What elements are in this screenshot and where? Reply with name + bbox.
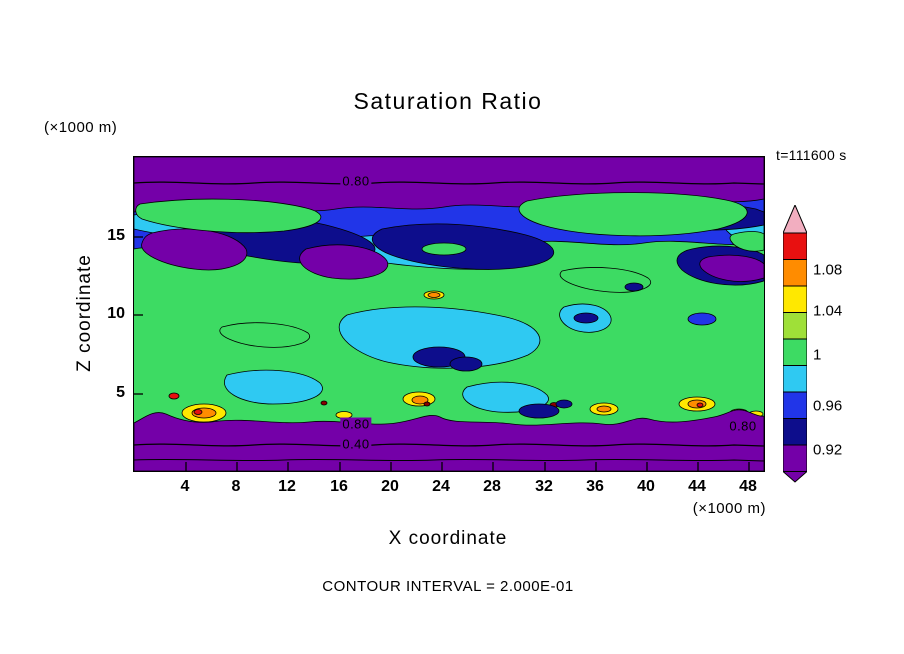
green-island-right-edge xyxy=(729,231,764,252)
x-tick-label: 40 xyxy=(637,478,655,495)
supersaturation-core xyxy=(423,401,431,407)
x-tick-labels: 4 8 12 16 20 24 28 32 36 40 44 48 xyxy=(133,478,763,500)
x-tick-label: 12 xyxy=(278,478,296,495)
blue-spot xyxy=(687,312,717,326)
green-island-top-left xyxy=(135,198,322,234)
purple-patch-left xyxy=(141,228,248,271)
colorbar-tick-label: 0.92 xyxy=(813,441,843,459)
y-axis-unit: (×1000 m) xyxy=(44,119,118,136)
navy-spot xyxy=(518,403,560,419)
purple-patch-mid xyxy=(299,244,389,280)
x-tick-label: 48 xyxy=(739,478,757,495)
x-axis-unit: (×1000 m) xyxy=(692,500,766,517)
cyan-lake-center xyxy=(338,306,541,369)
plot-area: 0.80 0.80 0.40 0.80 xyxy=(133,156,765,472)
contour-line-label: 0.80 xyxy=(340,173,372,190)
x-axis-title: X coordinate xyxy=(388,528,508,549)
navy-core xyxy=(573,312,599,324)
y-tick-label: 15 xyxy=(107,227,125,244)
contour-line-080-top xyxy=(134,181,764,185)
navy-spot xyxy=(555,399,573,409)
navy-core xyxy=(449,356,483,372)
contour-line-label: 0.40 xyxy=(340,436,372,453)
supersaturation-spot xyxy=(596,405,612,413)
bottom-subsaturated-band xyxy=(134,409,764,471)
contour-loop xyxy=(219,322,310,348)
chart-title: Saturation Ratio xyxy=(353,88,543,114)
x-tick-label: 36 xyxy=(586,478,604,495)
colorbar-top-arrow xyxy=(783,205,807,234)
colorbar-segment xyxy=(783,338,807,366)
colorbar-labels: 1.08 1.04 1 0.96 0.92 xyxy=(813,205,873,483)
x-tick-label: 16 xyxy=(330,478,348,495)
contour-loop xyxy=(559,267,651,293)
green-island-top-right xyxy=(518,192,748,237)
colorbar-segment xyxy=(783,312,807,340)
supersaturation-spot xyxy=(411,395,429,405)
supersaturation-core xyxy=(168,392,180,400)
y-tick-label: 5 xyxy=(116,384,125,401)
colorbar-segment xyxy=(783,444,807,472)
colorbar-bottom-arrow xyxy=(783,471,807,483)
y-tick-labels: 5 10 15 xyxy=(88,156,125,470)
colorbar-segment xyxy=(783,232,807,260)
time-label: t=111600 s xyxy=(776,147,847,163)
colorbar-segment xyxy=(783,259,807,287)
x-tick-label: 24 xyxy=(432,478,450,495)
colorbar-segment xyxy=(783,285,807,313)
contour-line-label: 0.80 xyxy=(340,416,372,433)
x-tick-label: 44 xyxy=(688,478,706,495)
x-tick-label: 28 xyxy=(483,478,501,495)
supersaturation-core xyxy=(320,400,328,406)
supersaturation-core xyxy=(696,402,704,408)
supersaturation-spot xyxy=(427,292,441,298)
y-tick-label: 10 xyxy=(107,305,125,322)
field-svg xyxy=(134,157,764,471)
x-tick-label: 8 xyxy=(231,478,241,495)
colorbar-tick-label: 0.96 xyxy=(813,397,843,415)
x-tick-label: 32 xyxy=(535,478,553,495)
colorbar-tick-label: 1.08 xyxy=(813,261,843,279)
colorbar-segment xyxy=(783,418,807,446)
contour-line-label: 0.80 xyxy=(727,418,759,435)
contour-line-040 xyxy=(134,443,764,447)
contour-line-020 xyxy=(134,458,764,462)
colorbar-tick-label: 1 xyxy=(813,346,822,364)
green-streak xyxy=(421,242,467,256)
colorbar-segment xyxy=(783,365,807,393)
supersaturation-core xyxy=(193,409,203,415)
x-tick-label: 20 xyxy=(381,478,399,495)
colorbar-segment xyxy=(783,391,807,419)
contour-interval-caption: CONTOUR INTERVAL = 2.000E-01 xyxy=(322,578,574,595)
colorbar-svg xyxy=(783,205,807,483)
cyan-patch-bottom-left xyxy=(224,369,323,405)
colorbar-tick-label: 1.04 xyxy=(813,302,843,320)
x-tick-label: 4 xyxy=(180,478,190,495)
purple-patch-right xyxy=(699,254,764,282)
